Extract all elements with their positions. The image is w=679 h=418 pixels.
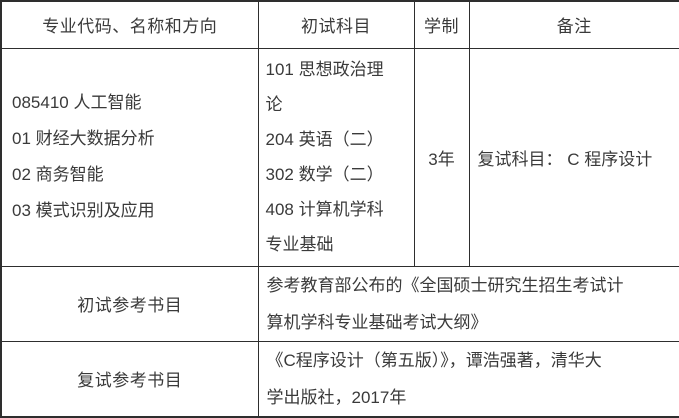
- duration-cell: 3年: [413, 47, 470, 267]
- subject-line: 专业基础: [265, 235, 334, 254]
- retest-ref-row: 复试参考书目 《C程序设计（第五版）》，谭浩强著，清华大 学出版社，2017年: [0, 340, 679, 417]
- program-line: 02 商务智能: [12, 165, 104, 184]
- program-cell: 085410 人工智能 01 财经大数据分析 02 商务智能 03 模式识别及应…: [0, 47, 259, 267]
- initial-ref-content: 参考教育部公布的《全国硕士研究生招生考试计 算机学科专业基础考试大纲》: [257, 265, 679, 342]
- initial-ref-line: 参考教育部公布的《全国硕士研究生招生考试计: [266, 275, 624, 295]
- program-line: 03 模式识别及应用: [12, 201, 155, 220]
- initial-ref-row: 初试参考书目 参考教育部公布的《全国硕士研究生招生考试计 算机学科专业基础考试大…: [0, 265, 679, 342]
- subject-line: 302 数学（二）: [265, 165, 384, 184]
- retest-ref-line: 学出版社，2017年: [266, 387, 407, 407]
- admission-row: 085410 人工智能 01 财经大数据分析 02 商务智能 03 模式识别及应…: [0, 47, 679, 267]
- program-line: 01 财经大数据分析: [12, 129, 155, 148]
- retest-ref-content: 《C程序设计（第五版）》，谭浩强著，清华大 学出版社，2017年: [257, 340, 679, 417]
- program-line: 085410 人工智能: [12, 93, 142, 112]
- subject-line: 204 英语（二）: [265, 130, 384, 149]
- header-duration: 学制: [413, 0, 470, 49]
- header-initial-subjects: 初试科目: [257, 0, 415, 49]
- retest-ref-label: 复试参考书目: [0, 340, 259, 417]
- initial-ref-line: 算机学科专业基础考试大纲》: [266, 312, 488, 332]
- retest-ref-line: 《C程序设计（第五版）》，谭浩强著，清华大: [266, 350, 602, 370]
- header-row: 专业代码、名称和方向 初试科目 学制 备注: [0, 0, 679, 49]
- subject-line: 论: [265, 95, 283, 114]
- subject-line: 408 计算机学科: [265, 200, 384, 219]
- initial-ref-label: 初试参考书目: [0, 265, 259, 342]
- subject-line: 101 思想政治理: [265, 60, 384, 79]
- header-remarks: 备注: [468, 0, 679, 49]
- remark-cell: 复试科目： C 程序设计: [468, 47, 679, 267]
- header-program-code: 专业代码、名称和方向: [0, 0, 259, 49]
- subjects-cell: 101 思想政治理 论 204 英语（二） 302 数学（二） 408 计算机学…: [257, 47, 415, 267]
